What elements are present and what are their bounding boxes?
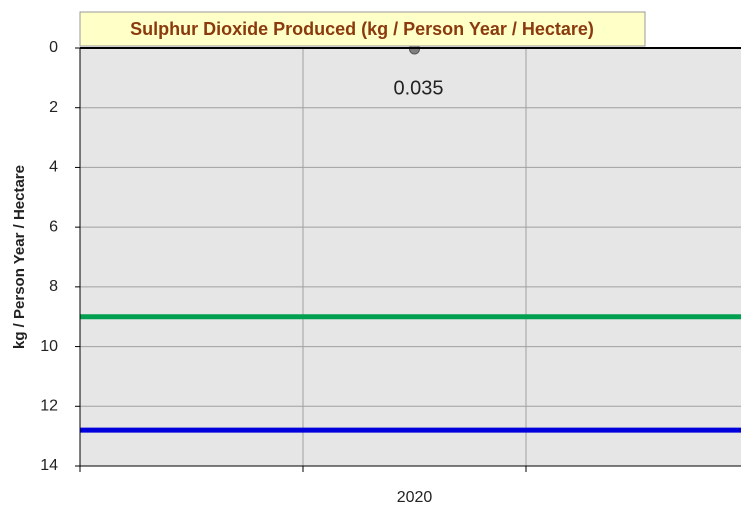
chart-title: Sulphur Dioxide Produced (kg / Person Ye… — [130, 19, 594, 39]
y-tick-label: 14 — [40, 457, 58, 474]
data-label: 0.035 — [393, 77, 443, 99]
y-tick-label: 4 — [49, 159, 58, 176]
grid — [80, 47, 741, 467]
marks: 0.035 — [80, 43, 741, 433]
y-axis-label: kg / Person Year / Hectare — [11, 165, 28, 349]
y-tick-label: 2 — [49, 99, 58, 116]
y-tick-label: 8 — [49, 278, 58, 295]
plot-area — [80, 48, 741, 466]
y-tick-label: 0 — [49, 39, 58, 56]
y-tick-label: 12 — [40, 398, 58, 415]
title-box — [79, 11, 646, 47]
x-tick-label: 2020 — [397, 489, 433, 506]
y-tick-label: 6 — [49, 218, 58, 235]
y-tick-label: 10 — [40, 338, 58, 355]
